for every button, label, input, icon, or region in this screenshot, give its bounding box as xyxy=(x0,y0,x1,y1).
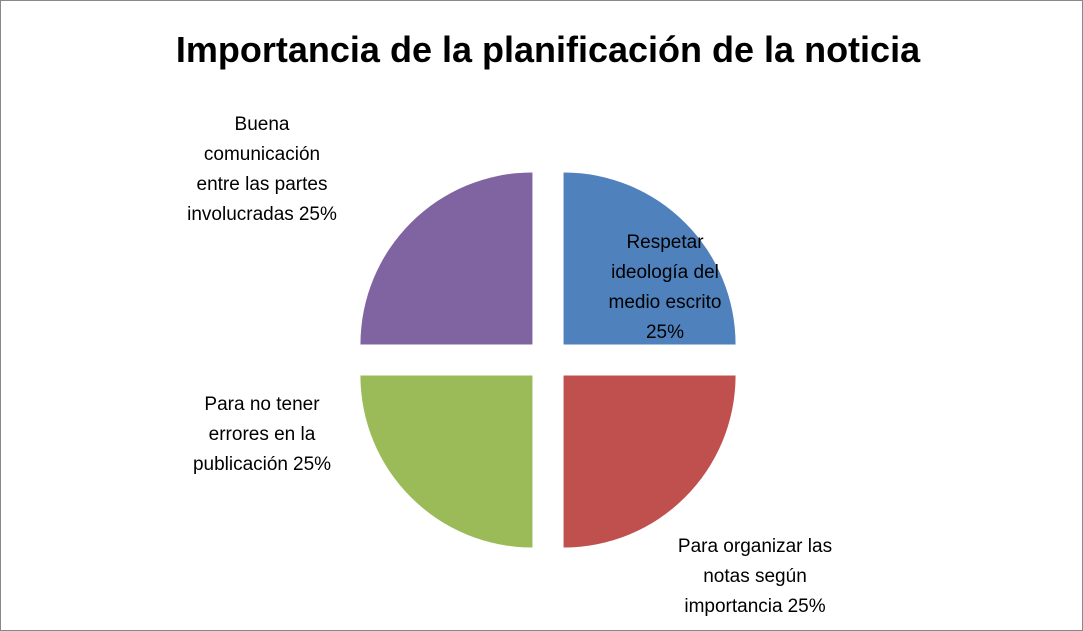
label-line: medio escrito xyxy=(609,292,722,313)
label-line: notas según xyxy=(703,566,807,587)
label-line: Respetar xyxy=(626,232,704,253)
label-line: publicación xyxy=(193,454,288,475)
slice-value-label: 25% xyxy=(646,322,684,343)
slice-label: Para organizar las notas según importancia xyxy=(678,536,832,617)
slice-value-label: 25% xyxy=(788,596,826,617)
slice-label: Buena comunicación entre las partes involuc… xyxy=(187,114,327,225)
pie-slice xyxy=(360,375,533,548)
slice-label: Para no tener errores en la publicación xyxy=(193,394,320,475)
slice-label: Respetar ideología del medio escrito xyxy=(609,232,722,313)
label-line: comunicación xyxy=(204,144,320,165)
label-line: Buena xyxy=(235,114,290,135)
label-line: errores en la xyxy=(209,424,316,445)
label-line: Para organizar las xyxy=(678,536,832,557)
chart-title: Importancia de la planificación de la no… xyxy=(176,29,921,70)
label-line: involucradas xyxy=(187,204,294,225)
slice-value-label: 25% xyxy=(299,204,337,225)
pie-slice xyxy=(360,172,533,345)
label-line: entre las partes xyxy=(197,174,328,195)
label-line: importancia xyxy=(684,596,783,617)
pie-slice xyxy=(563,375,736,548)
slice-value-label: 25% xyxy=(293,454,331,475)
pie-slice xyxy=(563,172,736,345)
label-line: Para no tener xyxy=(204,394,320,415)
label-line: ideología del xyxy=(611,262,719,283)
